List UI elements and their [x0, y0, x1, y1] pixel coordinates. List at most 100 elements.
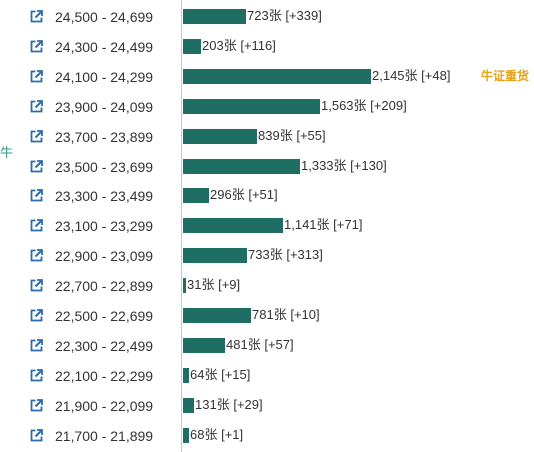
table-row: 23,100 - 23,299 1,141张 [+71] — [0, 211, 534, 241]
data-label: 839张 [+55] — [258, 128, 326, 144]
data-label: 1,141张 [+71] — [284, 217, 362, 233]
change-label: [+313] — [286, 247, 323, 263]
change-label: [+71] — [333, 217, 363, 233]
range-label: 22,300 - 22,499 — [55, 337, 154, 354]
change-label: [+130] — [350, 157, 387, 173]
data-label: 481张 [+57] — [226, 337, 294, 353]
change-label: [+9] — [218, 277, 241, 293]
range-label: 22,100 - 22,299 — [55, 367, 154, 384]
data-label: 723张 [+339] — [247, 8, 322, 24]
data-label: 64张 [+15] — [190, 367, 250, 383]
change-label: [+10] — [290, 307, 320, 322]
table-row: 23,900 - 24,099 1,563张 [+209] — [0, 92, 534, 122]
table-row: 23,500 - 23,699 1,333张 [+130] — [0, 152, 534, 182]
range-label: 22,700 - 22,899 — [55, 278, 154, 295]
value-label: 296张 — [210, 187, 245, 203]
change-label: [+57] — [264, 336, 294, 352]
external-link-icon[interactable] — [30, 99, 43, 113]
range-label: 24,500 - 24,699 — [55, 9, 154, 25]
bar — [183, 38, 201, 54]
table-row: 21,700 - 21,899 68张 [+1] — [0, 421, 534, 451]
external-link-icon[interactable] — [30, 249, 43, 262]
bar — [183, 128, 257, 144]
bar — [183, 397, 194, 413]
table-row: 22,100 - 22,299 64张 [+15] — [0, 361, 534, 391]
table-row: 24,500 - 24,699 723张 [+339] — [0, 2, 534, 32]
value-label: 31张 — [187, 277, 215, 293]
bar — [183, 367, 189, 383]
range-label: 23,300 - 23,499 — [55, 188, 154, 205]
table-row: 22,500 - 22,699 781张 [+10] — [0, 301, 534, 331]
table-row: 24,100 - 24,299 2,145张 [+48] 牛证重货 — [0, 62, 534, 92]
value-label: 1,333张 — [301, 157, 347, 173]
data-label: 1,333张 [+130] — [301, 158, 387, 174]
change-label: [+209] — [370, 97, 407, 113]
change-label: [+29] — [233, 396, 263, 412]
value-label: 203张 — [202, 37, 237, 53]
bar — [183, 427, 189, 443]
external-link-icon[interactable] — [30, 279, 43, 292]
data-label: 781张 [+10] — [252, 307, 320, 323]
external-link-icon[interactable] — [30, 129, 43, 143]
data-label: 2,145张 [+48] — [372, 68, 450, 84]
table-row: 23,700 - 23,899 839张 [+55] — [0, 122, 534, 152]
external-link-icon[interactable] — [30, 39, 43, 53]
axis-divider — [181, 0, 182, 452]
external-link-icon[interactable] — [30, 10, 43, 23]
value-label: 68张 — [190, 426, 218, 442]
range-label: 23,900 - 24,099 — [55, 98, 154, 115]
change-label: [+339] — [285, 8, 322, 23]
value-label: 723张 — [247, 8, 282, 23]
data-label: 1,563张 [+209] — [321, 98, 407, 114]
range-label: 22,500 - 22,699 — [55, 308, 154, 324]
value-label: 2,145张 — [372, 67, 418, 83]
external-link-icon[interactable] — [30, 309, 43, 322]
external-link-icon[interactable] — [30, 69, 43, 83]
external-link-icon[interactable] — [30, 338, 43, 352]
range-label: 23,100 - 23,299 — [55, 218, 154, 235]
external-link-icon[interactable] — [30, 368, 43, 382]
side-label: 牛 — [0, 145, 14, 160]
change-label: [+51] — [248, 187, 278, 203]
data-label: 131张 [+29] — [195, 397, 263, 413]
data-label: 31张 [+9] — [187, 277, 240, 293]
range-label: 21,700 - 21,899 — [55, 427, 154, 444]
value-label: 481张 — [226, 336, 261, 352]
external-link-icon[interactable] — [30, 398, 43, 412]
range-label: 23,500 - 23,699 — [55, 158, 154, 175]
bar — [183, 218, 283, 234]
range-label: 24,100 - 24,299 — [55, 68, 154, 85]
range-label: 21,900 - 22,099 — [55, 397, 154, 414]
table-row: 24,300 - 24,499 203张 [+116] — [0, 32, 534, 62]
data-label: 733张 [+313] — [248, 247, 323, 263]
change-label: [+1] — [221, 426, 244, 442]
value-label: 131张 — [195, 396, 230, 412]
bar — [183, 158, 300, 174]
value-label: 839张 — [258, 127, 293, 143]
data-label: 68张 [+1] — [190, 427, 243, 443]
range-label: 24,300 - 24,499 — [55, 38, 154, 55]
external-link-icon[interactable] — [30, 428, 43, 442]
bar — [183, 248, 247, 264]
change-label: [+48] — [421, 67, 451, 83]
change-label: [+15] — [221, 366, 251, 382]
external-link-icon[interactable] — [30, 219, 43, 232]
bar — [183, 278, 186, 294]
range-label: 22,900 - 23,099 — [55, 248, 154, 265]
bar — [183, 98, 320, 114]
value-label: 64张 — [190, 366, 218, 382]
value-label: 781张 — [252, 307, 287, 322]
bar — [183, 308, 251, 323]
highlight-tag: 牛证重货 — [481, 68, 530, 83]
external-link-icon[interactable] — [30, 189, 43, 202]
table-row: 22,700 - 22,899 31张 [+9] — [0, 271, 534, 301]
data-label: 296张 [+51] — [210, 187, 278, 203]
bar — [183, 188, 209, 204]
change-label: [+116] — [240, 37, 276, 53]
data-label: 203张 [+116] — [202, 38, 276, 54]
table-row: 22,300 - 22,499 481张 [+57] — [0, 331, 534, 361]
bar — [183, 337, 225, 353]
range-label: 23,700 - 23,899 — [55, 128, 154, 145]
value-label: 733张 — [248, 247, 283, 263]
external-link-icon[interactable] — [30, 159, 43, 173]
